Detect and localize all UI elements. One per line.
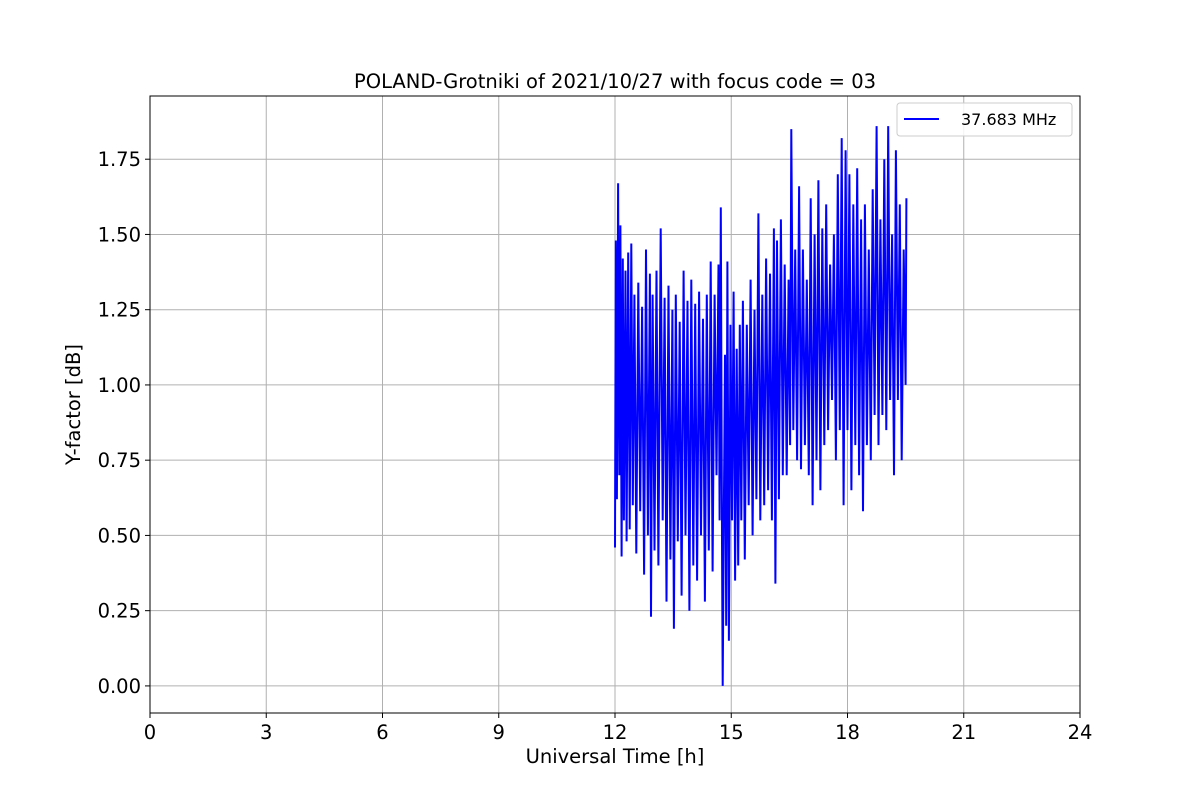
x-tick-label: 6 [376,721,388,744]
x-tick-label: 21 [951,721,976,744]
y-axis-label: Y-factor [dB] [62,344,85,466]
x-tick-label: 0 [144,721,156,744]
x-axis-label: Universal Time [h] [526,745,705,768]
x-tick-label: 24 [1068,721,1093,744]
y-tick-label: 1.25 [98,299,141,322]
x-tick-label: 9 [493,721,505,744]
x-tick-label: 12 [603,721,628,744]
y-tick-label: 1.75 [98,148,141,171]
tick-layer: 0 3 6 9 12 15 18 21 24 0.00 0.25 0.50 0.75 1.00 1.25 1.… [98,148,1093,744]
legend-box [896,102,1073,137]
y-tick-label: 0.00 [98,675,141,698]
legend: 37.683 MHz [896,102,1073,137]
y-tick-label: 0.25 [98,600,141,623]
x-tick-label: 15 [719,721,744,744]
series-line [614,126,908,686]
chart-title: POLAND-Grotniki of 2021/10/27 with focus… [354,70,876,93]
y-tick-label: 1.00 [98,374,141,397]
y-tick-label: 0.50 [98,524,141,547]
y-tick-label: 0.75 [98,449,141,472]
legend-label: 37.683 MHz [961,110,1056,129]
x-tick-label: 3 [260,721,272,744]
series-layer [614,126,908,686]
x-tick-label: 18 [835,721,860,744]
y-tick-label: 1.50 [98,223,141,246]
